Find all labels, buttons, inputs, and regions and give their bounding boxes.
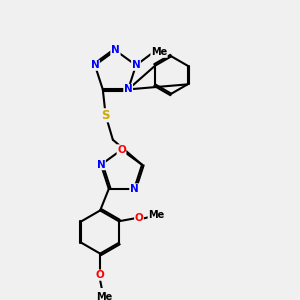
Text: Me: Me xyxy=(96,292,112,300)
Text: O: O xyxy=(117,145,126,155)
Text: S: S xyxy=(101,109,110,122)
Text: N: N xyxy=(130,184,139,194)
Text: O: O xyxy=(135,213,143,224)
Text: O: O xyxy=(96,270,104,280)
Text: N: N xyxy=(97,160,105,170)
Text: N: N xyxy=(111,45,120,56)
Text: N: N xyxy=(132,60,140,70)
Text: Me: Me xyxy=(151,47,167,57)
Text: N: N xyxy=(91,60,99,70)
Text: Me: Me xyxy=(148,211,164,220)
Text: N: N xyxy=(111,45,120,56)
Text: N: N xyxy=(124,84,133,94)
